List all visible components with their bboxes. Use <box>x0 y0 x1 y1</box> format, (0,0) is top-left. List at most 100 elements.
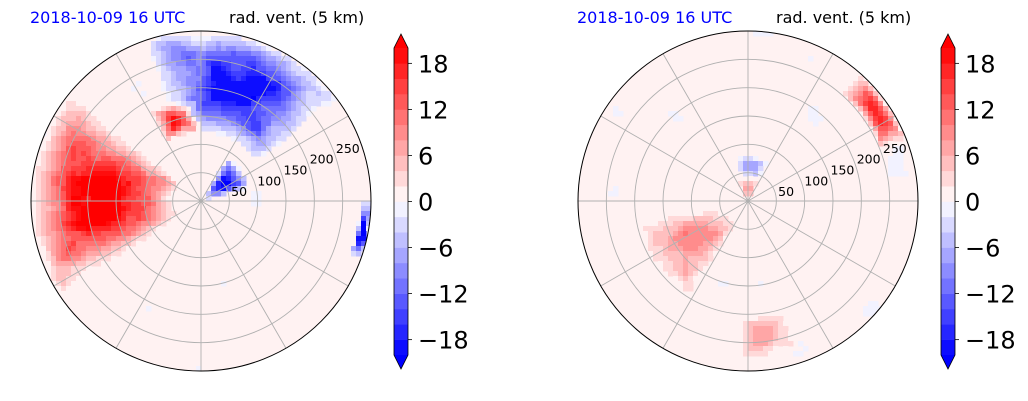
field-cell <box>36 216 42 222</box>
colorbar-band <box>941 339 955 356</box>
field-cell <box>56 131 62 137</box>
azimuth-spoke <box>662 53 749 202</box>
field-cell <box>76 141 82 147</box>
field-cell <box>171 56 177 62</box>
field-cell <box>683 251 689 257</box>
colorbar-band <box>394 140 408 156</box>
field-cell <box>226 126 232 132</box>
polar-frame-left <box>30 30 372 372</box>
field-cell <box>683 286 689 292</box>
colorbar-band <box>394 170 408 187</box>
field-cell <box>863 311 869 317</box>
field-cell <box>241 86 247 92</box>
field-cell <box>241 61 247 67</box>
field-cell <box>271 76 277 82</box>
field-cell <box>171 181 177 187</box>
field-cell <box>46 246 52 252</box>
field-cell <box>678 326 684 332</box>
field-cell <box>36 186 42 192</box>
field-cell <box>166 126 172 132</box>
field-cell <box>843 86 849 92</box>
field-cell <box>226 66 232 72</box>
field-cell <box>668 136 674 142</box>
field-cell <box>76 101 82 107</box>
field-cell <box>156 36 162 42</box>
field-cell <box>161 206 167 212</box>
field-cell <box>201 101 207 107</box>
field-cell <box>693 231 699 237</box>
field-cell <box>236 131 242 137</box>
field-cell <box>181 66 187 72</box>
field-cell <box>853 91 859 97</box>
field-cell <box>106 206 112 212</box>
field-cell <box>71 121 77 127</box>
field-cell <box>181 51 187 57</box>
field-cell <box>51 206 57 212</box>
field-cell <box>738 316 744 322</box>
field-cell <box>76 196 82 202</box>
field-cell <box>663 251 669 257</box>
field-cell <box>708 221 714 227</box>
field-cell <box>271 66 277 72</box>
field-cell <box>66 166 72 172</box>
field-cell <box>176 56 182 62</box>
field-cell <box>161 146 167 152</box>
field-cell <box>326 96 332 102</box>
field-cell <box>166 61 172 67</box>
field-cell <box>291 121 297 127</box>
field-cell <box>878 96 884 102</box>
field-cell <box>91 156 97 162</box>
field-cell <box>763 351 769 357</box>
field-cell <box>266 111 272 117</box>
colorbar-band <box>394 78 408 95</box>
field-cell <box>246 96 252 102</box>
radial-tick-labels-right: 50 100 150 200 250 <box>778 141 907 199</box>
field-cell <box>41 186 47 192</box>
field-cell <box>71 271 77 277</box>
field-cell <box>878 116 884 122</box>
field-cell <box>191 86 197 92</box>
field-cell <box>638 221 644 227</box>
field-cell <box>216 116 222 122</box>
azimuth-spoke <box>115 200 202 349</box>
field-cell <box>231 46 237 52</box>
field-cell <box>351 251 357 257</box>
field-cell <box>141 216 147 222</box>
field-cell <box>76 116 82 122</box>
field-cell <box>176 81 182 87</box>
radial-tick-label: 50 <box>778 184 794 199</box>
field-cell <box>663 256 669 262</box>
field-cell <box>276 131 282 137</box>
field-cell <box>206 91 212 97</box>
field-cell <box>853 81 859 87</box>
field-cell <box>166 201 172 207</box>
field-cell <box>226 46 232 52</box>
field-cell <box>171 86 177 92</box>
field-cell <box>96 246 102 252</box>
colorbar-band <box>941 293 955 310</box>
field-cell <box>151 191 157 197</box>
colorbar-tick-label: −6 <box>965 235 1000 263</box>
azimuth-spoke <box>747 115 896 202</box>
field-cell <box>668 256 674 262</box>
field-cell <box>96 241 102 247</box>
field-cell <box>296 116 302 122</box>
field-cell <box>361 216 367 222</box>
field-cell <box>673 141 679 147</box>
field-cell <box>141 176 147 182</box>
field-cell <box>201 126 207 132</box>
field-cell <box>888 166 894 172</box>
field-cell <box>106 176 112 182</box>
colorbar-tick-label: −6 <box>418 235 453 263</box>
field-cell <box>126 246 132 252</box>
field-cell <box>688 236 694 242</box>
field-cell <box>783 331 789 337</box>
field-cell <box>151 41 157 47</box>
field-cell <box>888 161 894 167</box>
field-cell <box>166 36 172 42</box>
field-cell <box>281 76 287 82</box>
field-cell <box>131 236 137 242</box>
field-cell <box>121 226 127 232</box>
field-cell <box>81 256 87 262</box>
field-cell <box>356 246 362 252</box>
